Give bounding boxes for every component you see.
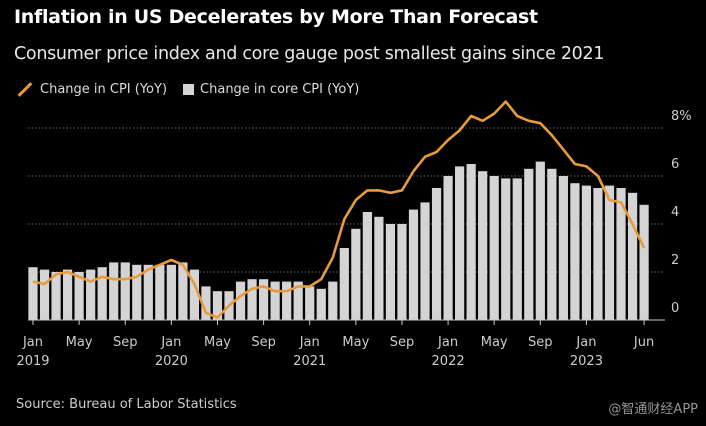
core-cpi-bar [420, 202, 430, 320]
core-cpi-bar [293, 281, 303, 320]
core-cpi-bar [408, 209, 419, 320]
core-cpi-bar [547, 168, 557, 320]
core-cpi-bar [109, 262, 119, 320]
core-cpi-bar [282, 281, 292, 320]
core-cpi-bar [28, 267, 38, 320]
core-cpi-bar [305, 286, 315, 320]
core-cpi-bar [535, 161, 545, 320]
core-cpi-bar [489, 176, 499, 320]
legend-label-core-cpi: Change in core CPI (YoY) [200, 82, 360, 97]
core-cpi-bar [524, 168, 534, 320]
chart-subtitle: Consumer price index and core gauge post… [14, 44, 605, 64]
source-note: Source: Bureau of Labor Statistics [16, 397, 237, 412]
x-tick-label: Sep [528, 335, 553, 350]
core-cpi-bar [593, 188, 603, 320]
y-tick-label: 0 [671, 301, 679, 316]
core-cpi-bar [143, 264, 153, 320]
core-cpi-bar [581, 185, 592, 320]
core-cpi-bar [316, 288, 326, 320]
y-tick-label: 8% [671, 109, 692, 124]
x-tick-year: 2023 [570, 354, 603, 369]
x-tick-year: 2019 [16, 354, 49, 369]
core-cpi-bar [455, 166, 465, 320]
core-cpi-bar [570, 183, 580, 320]
x-tick-label: Jan [575, 335, 596, 350]
core-cpi-bar [132, 264, 142, 320]
core-cpi-bar [385, 224, 396, 320]
core-cpi-bar [431, 188, 442, 320]
x-tick-label: Jun [633, 335, 654, 350]
watermark: @智通财经APP [608, 402, 698, 417]
core-cpi-bar [120, 262, 130, 320]
legend-swatch-core-cpi [183, 84, 195, 95]
core-cpi-bar [478, 171, 488, 320]
core-cpi-bar [501, 178, 511, 320]
core-cpi-bar [212, 291, 223, 320]
core-cpi-bar [259, 279, 269, 320]
legend-label-cpi: Change in CPI (YoY) [40, 82, 168, 97]
x-tick-year: 2020 [155, 354, 188, 369]
core-cpi-bar [97, 267, 107, 320]
x-tick-label: Sep [113, 335, 138, 350]
x-tick-label: May [342, 335, 369, 350]
core-cpi-bar [51, 272, 61, 320]
x-tick-label: Sep [390, 335, 415, 350]
core-cpi-bar [443, 176, 453, 320]
cpi-line [32, 100, 646, 319]
x-tick-year: 2021 [293, 354, 326, 369]
core-cpi-bar [166, 264, 176, 320]
core-cpi-bar [627, 192, 638, 320]
x-tick-label: Jan [437, 335, 458, 350]
core-cpi-bar [604, 185, 615, 320]
x-tick-year: 2022 [432, 354, 465, 369]
x-tick-label: Jan [160, 335, 181, 350]
core-cpi-bar [558, 176, 568, 320]
core-cpi-bar [155, 264, 165, 320]
core-cpi-bar [362, 212, 372, 320]
chart-title: Inflation in US Decelerates by More Than… [14, 6, 538, 28]
core-cpi-bar [328, 281, 338, 320]
x-tick-label: Sep [251, 335, 276, 350]
core-cpi-bar [189, 269, 200, 320]
legend: Change in CPI (YoY) Change in core CPI (… [16, 82, 359, 97]
core-cpi-bar [74, 272, 84, 320]
y-tick-label: 6 [671, 157, 679, 172]
core-cpi-bar [339, 248, 349, 320]
core-cpi-bar [86, 269, 96, 320]
core-cpi-bar [397, 224, 407, 320]
x-tick-label: May [481, 335, 508, 350]
core-cpi-bar [178, 262, 188, 320]
core-cpi-bar [62, 269, 73, 320]
core-cpi-bar [39, 269, 50, 320]
y-tick-label: 2 [671, 253, 679, 268]
core-cpi-bar [616, 188, 626, 320]
core-cpi-bar [235, 281, 246, 320]
core-cpi-bar [512, 178, 522, 320]
core-cpi-bar [201, 286, 211, 320]
x-tick-label: Jan [299, 335, 320, 350]
x-tick-label: Jan [22, 335, 43, 350]
core-cpi-bar [351, 228, 361, 320]
core-cpi-bar [639, 204, 649, 320]
core-cpi-bar [247, 279, 257, 320]
core-cpi-bar [374, 216, 384, 320]
y-tick-label: 4 [671, 205, 679, 220]
core-cpi-bar [466, 164, 476, 320]
x-tick-label: May [204, 335, 231, 350]
x-tick-label: May [66, 335, 93, 350]
core-cpi-bar [270, 281, 280, 320]
